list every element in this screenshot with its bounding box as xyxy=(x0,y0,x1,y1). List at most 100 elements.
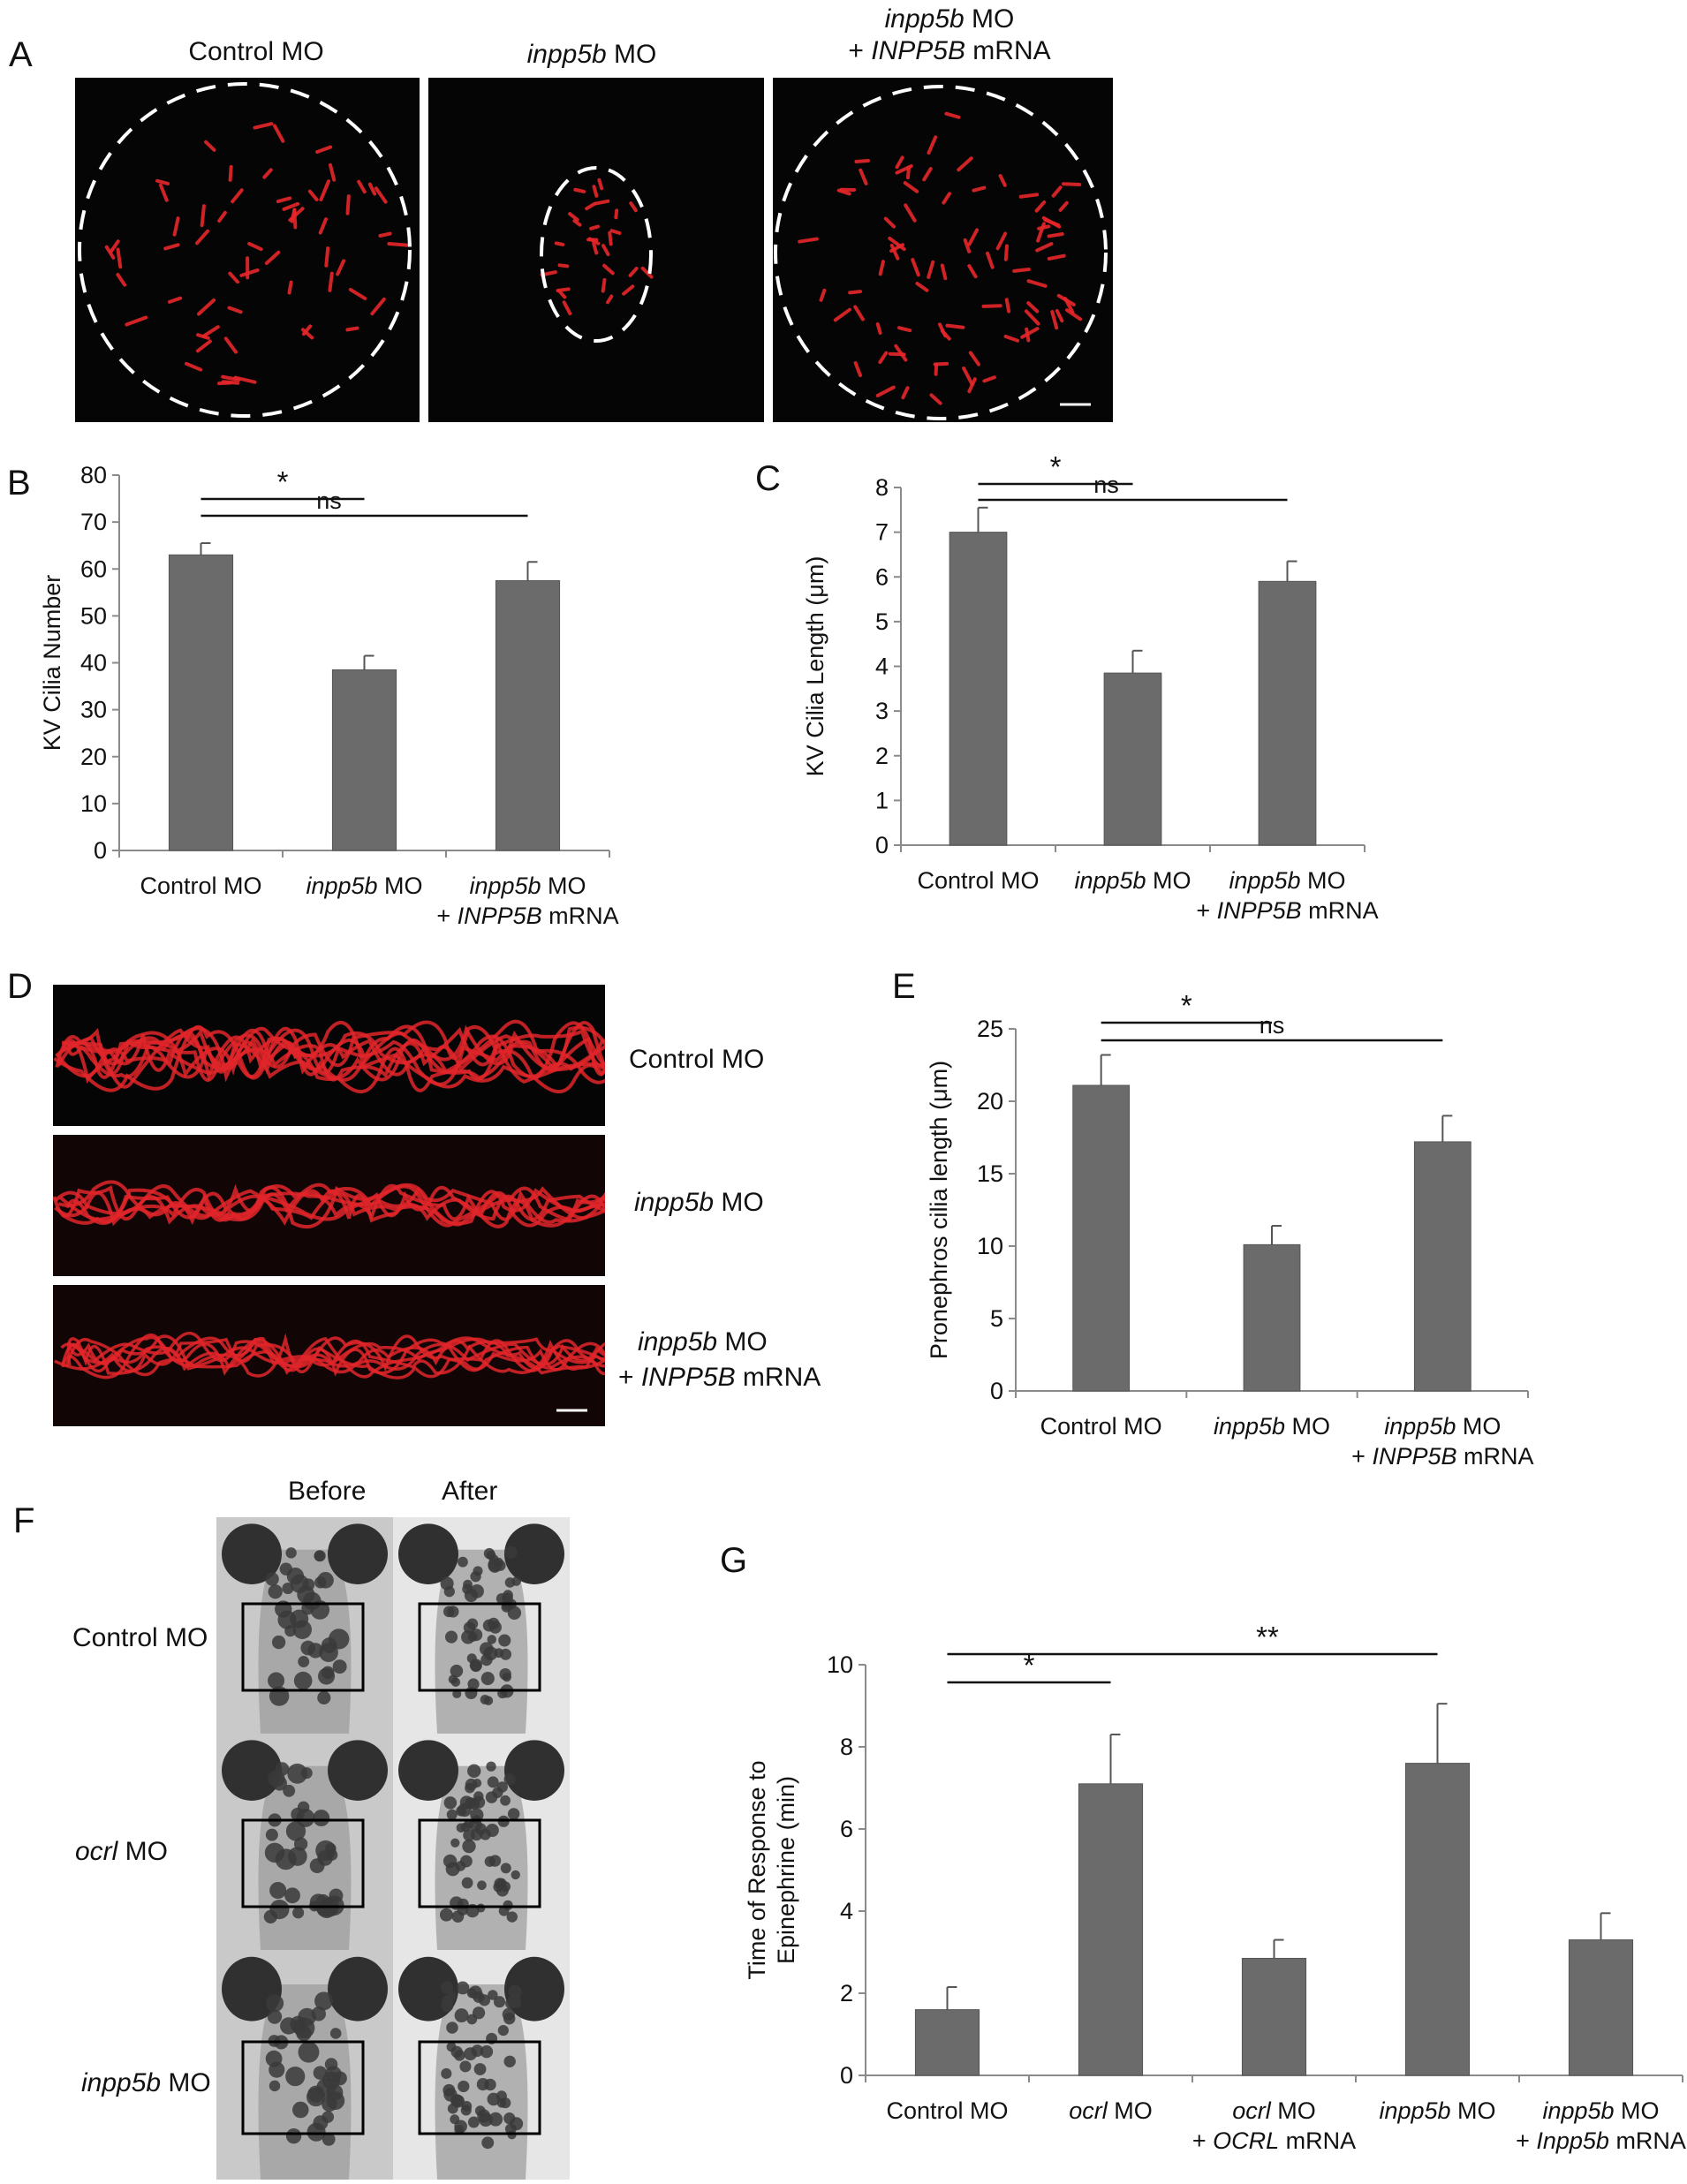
melanosome xyxy=(482,1619,496,1632)
cilia-bundle xyxy=(53,1184,605,1226)
panel-f-header-after: After xyxy=(442,1477,498,1506)
eye xyxy=(222,1523,282,1584)
y-tick-label: 2 xyxy=(840,1980,853,2006)
melanosome xyxy=(266,1994,284,2013)
cilium xyxy=(324,246,330,268)
melanosome xyxy=(268,1672,285,1689)
y-tick-label: 6 xyxy=(875,563,889,590)
cilium xyxy=(221,380,240,385)
melanosome xyxy=(446,2042,457,2052)
melanosome xyxy=(463,1579,473,1590)
category-label-line2: + INPP5B mRNA xyxy=(1351,1443,1533,1470)
bar xyxy=(1241,1957,1307,2076)
cilium xyxy=(614,208,619,220)
roi-box xyxy=(241,2040,365,2135)
melanosome xyxy=(290,1574,309,1593)
melanosome xyxy=(503,2055,516,2067)
cilium xyxy=(125,315,148,327)
eye xyxy=(328,1523,388,1584)
kv-outline xyxy=(78,82,412,418)
cilium xyxy=(982,375,996,383)
y-tick-label: 50 xyxy=(80,602,107,629)
melanosome xyxy=(322,2111,335,2123)
melanosome xyxy=(485,1824,499,1838)
melanosome xyxy=(329,2028,342,2039)
cilium xyxy=(262,168,273,179)
panel-d-image-inpp5b xyxy=(53,1135,605,1276)
cilia-bundle xyxy=(54,1183,605,1228)
melanosome xyxy=(480,1653,493,1666)
melanosome xyxy=(315,1840,337,1861)
cilium xyxy=(945,323,965,329)
panel-letter-b: B xyxy=(7,464,31,503)
cilium xyxy=(348,287,367,300)
cilium xyxy=(163,243,180,251)
cilium xyxy=(1035,242,1054,253)
cilium xyxy=(374,186,388,204)
cilium xyxy=(628,267,639,277)
melanosome xyxy=(298,1656,310,1667)
melanosome xyxy=(494,1648,504,1659)
melanosome xyxy=(500,1795,511,1806)
chart-e-pronephros-cilia-length: 0 5 10 15 20 25 Control MO inpp5b MO inpp5b MO + … xyxy=(926,989,1533,1470)
melanosome xyxy=(271,1635,286,1650)
cilium xyxy=(116,272,127,287)
chart-b-kv-cilia-number: 0 10 20 30 40 50 60 70 80 Control MO inpp5b MO inpp… xyxy=(39,462,619,929)
panel-f-image-ocrl-after xyxy=(393,1734,570,1950)
cilia-bundle xyxy=(54,1336,605,1379)
melanosome xyxy=(298,2041,320,2063)
cilium xyxy=(184,361,203,372)
panel-f-image-inpp5b-after xyxy=(393,1950,570,2180)
cilium xyxy=(922,167,933,182)
panel-f-image-ocrl-before xyxy=(216,1734,393,1950)
cilium xyxy=(934,362,939,376)
cilium xyxy=(889,243,900,261)
eye xyxy=(398,1523,458,1584)
cilium xyxy=(1055,309,1064,323)
cilium xyxy=(172,216,180,237)
y-tick-label: 20 xyxy=(977,1088,1003,1115)
panel-d-image-rescue xyxy=(53,1285,605,1426)
melanosome xyxy=(443,1585,455,1598)
significance-label: ns xyxy=(1260,1012,1285,1039)
melanosome xyxy=(503,1773,516,1786)
melanosome xyxy=(440,1981,454,1994)
melanosome xyxy=(485,1791,498,1803)
bar xyxy=(495,580,561,851)
melanosome xyxy=(458,1556,468,1568)
panel-f-row-label-control: Control MO xyxy=(72,1623,208,1652)
y-axis-label: Epinephrine (min) xyxy=(773,1776,799,1964)
bar xyxy=(1072,1084,1131,1392)
melanosome xyxy=(451,2095,465,2108)
cilium xyxy=(911,258,920,277)
y-tick-label: 10 xyxy=(827,1651,853,1678)
cilium xyxy=(589,224,600,230)
cilium xyxy=(1041,215,1062,229)
cilium xyxy=(1020,327,1040,339)
cilium xyxy=(155,178,170,185)
melanosome xyxy=(439,1908,453,1922)
y-tick-label: 8 xyxy=(840,1734,853,1760)
y-tick-label: 70 xyxy=(80,509,107,535)
panel-letter-f: F xyxy=(13,1501,35,1540)
pronephros-cilia-image-inpp5b xyxy=(53,1180,605,1228)
melanosome xyxy=(451,1910,465,1923)
melanosome xyxy=(292,2101,309,2119)
y-tick-label: 20 xyxy=(80,744,107,770)
cilium xyxy=(968,351,980,367)
panel-a-label-inpp5b: inpp5b MO xyxy=(526,40,657,69)
category-label: inpp5b MO xyxy=(1384,1413,1501,1440)
cilium xyxy=(276,196,292,204)
cilium xyxy=(592,241,599,255)
cilium xyxy=(1004,298,1011,314)
melanosome xyxy=(265,1828,278,1841)
cilia-bundle xyxy=(54,1183,605,1228)
melanosome xyxy=(285,1821,306,1841)
bar xyxy=(168,554,234,851)
cilium xyxy=(1047,253,1066,261)
cilium xyxy=(940,263,948,281)
melanosome xyxy=(314,1550,326,1562)
category-label: Control MO xyxy=(886,2097,1008,2124)
cilium xyxy=(1003,334,1020,343)
cilium xyxy=(629,201,638,213)
